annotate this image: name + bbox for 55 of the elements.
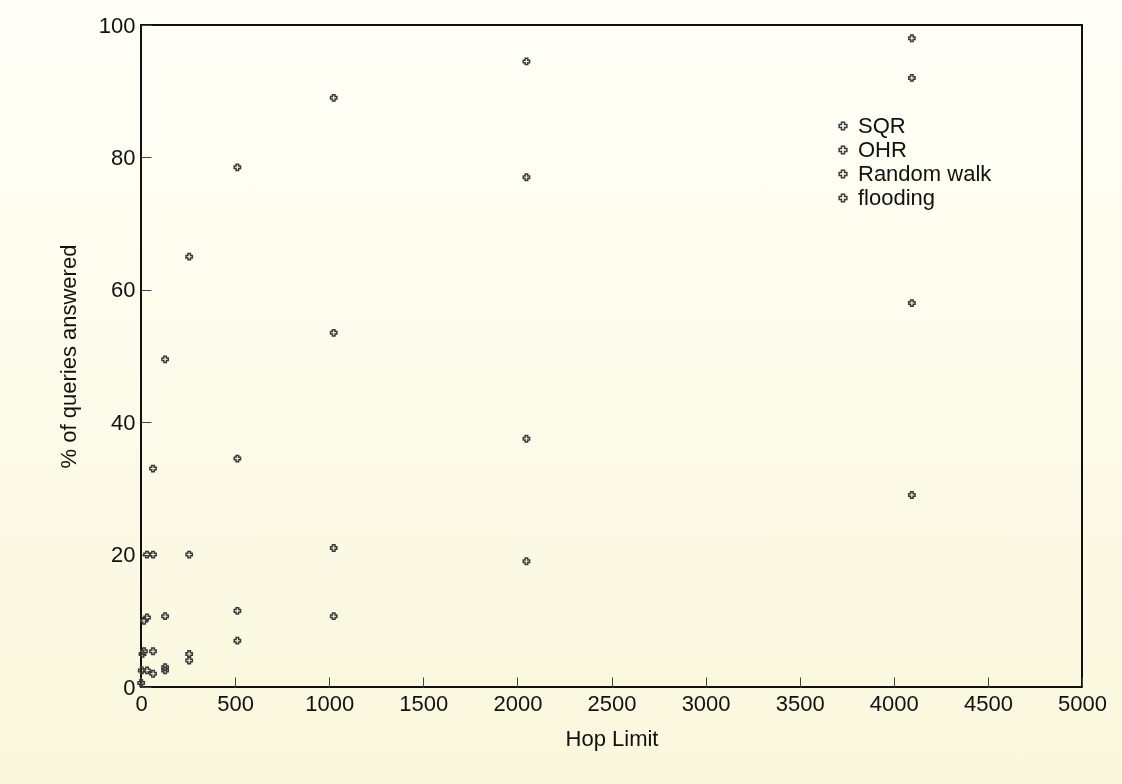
x-tick-label: 2000	[493, 690, 543, 716]
point	[522, 173, 531, 182]
y-tick-label: 0	[123, 674, 136, 700]
x-tick-label: 5000	[1058, 690, 1107, 716]
point	[907, 491, 916, 499]
x-tick-label: 2500	[587, 690, 637, 716]
x-tick-label: 4000	[869, 690, 919, 716]
point	[185, 649, 194, 658]
x-tick-label: 3500	[775, 690, 825, 716]
point	[522, 434, 531, 443]
point	[149, 669, 157, 678]
point	[522, 57, 531, 66]
point	[907, 74, 916, 82]
point	[907, 299, 916, 307]
point	[233, 163, 242, 172]
point	[233, 606, 242, 615]
legend-label: SQR	[858, 113, 906, 138]
x-axis-title: Hop Limit	[565, 725, 659, 751]
point	[185, 656, 194, 665]
point	[329, 612, 338, 621]
legend-label: flooding	[858, 185, 936, 210]
point	[329, 328, 338, 337]
point	[185, 252, 194, 261]
y-tick-label: 40	[111, 409, 136, 435]
point	[143, 613, 151, 622]
point	[149, 647, 157, 656]
point	[140, 616, 148, 625]
point	[161, 355, 169, 364]
point	[149, 550, 157, 559]
point	[143, 666, 151, 675]
point	[161, 612, 169, 621]
y-tick-label: 60	[111, 277, 136, 303]
point	[137, 666, 146, 675]
point	[161, 666, 169, 675]
x-tick-label: 3000	[681, 690, 731, 716]
x-tick-label: 1500	[399, 690, 449, 716]
point	[907, 34, 916, 43]
legend-label: OHR	[858, 137, 907, 162]
point	[233, 636, 242, 645]
point	[522, 557, 531, 566]
point	[329, 544, 338, 552]
legend-label: Random walk	[858, 161, 993, 186]
point	[329, 93, 338, 102]
x-tick-label: 4500	[963, 690, 1013, 716]
y-tick-label: 80	[111, 144, 136, 170]
point	[233, 454, 242, 463]
point	[143, 550, 151, 559]
point	[161, 663, 169, 672]
point	[185, 550, 194, 559]
y-axis-title: % of queries answered	[55, 244, 81, 469]
y-tick-label: 20	[111, 542, 136, 568]
x-tick-label: 500	[217, 690, 254, 716]
y-tick-label: 100	[98, 12, 136, 38]
x-tick-label: 1000	[305, 690, 355, 716]
point	[149, 464, 157, 473]
